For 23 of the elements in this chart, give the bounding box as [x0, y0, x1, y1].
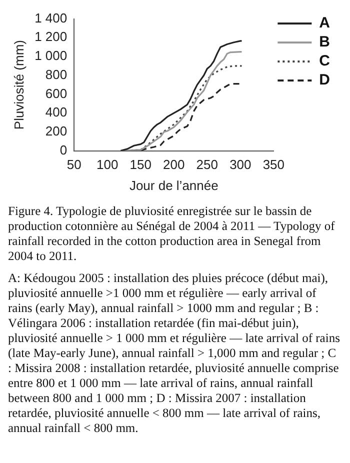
x-tick-label: 350: [262, 157, 285, 172]
x-tick-label: 150: [130, 157, 152, 172]
legend-label: C: [319, 52, 330, 70]
y-tick-label: 0: [60, 142, 68, 158]
x-axis-title: Jour de l’année: [129, 178, 218, 193]
y-tick-label: 1 000: [34, 48, 68, 64]
legend-label: A: [319, 14, 330, 32]
y-tick-label: 1 400: [34, 10, 68, 26]
legend-label: D: [319, 72, 330, 89]
y-tick-label: 200: [45, 124, 68, 139]
y-tick-label: 400: [45, 104, 68, 120]
caption: Figure 4. Typologie de pluviosité enregistrée sur le bassin de production cotonnière au Sénégal de 2004 à 2011 — Typology of rainfall recorded in the cotton production area in Senegal from 2004 to 2011.: [8, 204, 336, 264]
y-tick-label: 600: [45, 86, 68, 101]
text: A: Kédougou 2005 : installation des pluies précoce (début mai), pluviosité annuelle >1 000 mm et régulière — early arrival of rains (early May), annual rainfall > 1000 mm and regular ; B : Vélingara 2006 : installation retardée (fin mai-début juin), pluviosité annuelle > 1 000 mm et régulière — late arrival of rains (late May-early June), annual rainfall > 1,000 mm and regular ; C : Missira 2008 : installation retardée, pluviosité annuelle comprise entre 800 et 1 000 mm — late arrival of rains, annual rainfall between 800 and 1 000 mm ; D : Missira 2007 : installation retardée, pluviosité annuelle < 800 mm — late arrival of rains, annual rainfall < 800 mm.: [8, 271, 340, 435]
x-tick-label: 300: [230, 157, 252, 172]
x-tick-label: 200: [163, 157, 185, 172]
legend-label: B: [319, 34, 330, 51]
y-axis-title: Pluviosité (mm): [11, 40, 26, 130]
x-tick-label: 50: [66, 157, 82, 172]
x-tick-label: 100: [96, 157, 118, 172]
y-tick-label: 800: [45, 66, 68, 82]
x-tick-label: 250: [196, 157, 218, 172]
y-tick-label: 1 200: [34, 29, 68, 44]
